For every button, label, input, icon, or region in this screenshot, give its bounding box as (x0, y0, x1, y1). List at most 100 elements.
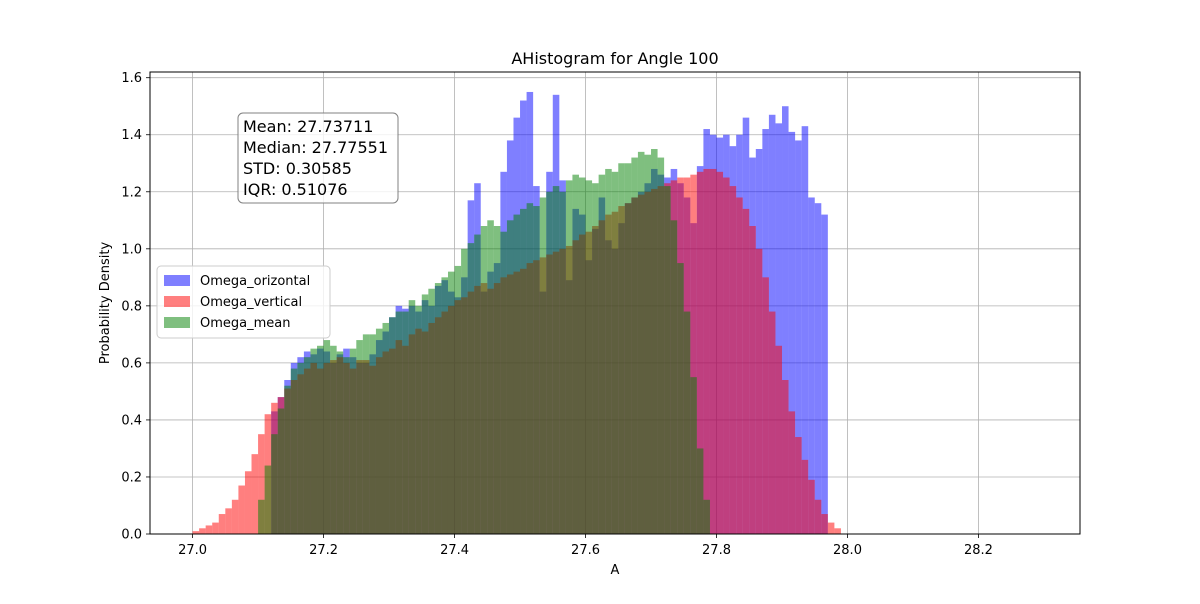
chart-title: AHistogram for Angle 100 (511, 49, 718, 68)
bar-Omega_vertical (795, 437, 802, 534)
bar-Omega_mean (605, 168, 612, 535)
legend-swatch-mean (164, 317, 190, 328)
x-tick-label: 28.2 (964, 543, 993, 558)
bar-Omega_vertical (709, 168, 717, 535)
bar-Omega_mean (375, 328, 383, 534)
ticks-layer: 27.0 27.2 27.4 27.6 27.8 28.0 28.2 0.0 0.2 0.4 0.6… (121, 71, 993, 558)
bar-Omega_vertical (742, 208, 750, 534)
bar-Omega_vertical (768, 311, 776, 534)
bar-Omega_mean (356, 340, 363, 534)
bar-Omega_mean (559, 191, 566, 534)
legend-label-mean: Omega_mean (200, 316, 290, 331)
legend: Omega_orizontal Omega_vertical Omega_mea… (156, 265, 331, 339)
y-tick-label: 1.6 (121, 71, 142, 86)
bar-Omega_mean (506, 220, 514, 534)
bar-Omega_orizontal (814, 203, 822, 534)
bar-Omega_mean (487, 220, 494, 534)
bar-Omega_mean (290, 368, 298, 534)
bar-Omega_orizontal (775, 123, 783, 534)
bar-Omega_mean (297, 362, 304, 534)
bar-Omega_mean (389, 317, 396, 534)
bar-Omega_mean (631, 157, 638, 535)
bar-Omega_vertical (690, 174, 697, 534)
y-tick-label: 0.2 (121, 470, 142, 485)
bar-Omega_orizontal (782, 106, 789, 534)
bar-Omega_vertical (775, 345, 783, 534)
bar-Omega_orizontal (788, 131, 796, 534)
bar-Omega_mean (258, 499, 265, 534)
bar-Omega_vertical (696, 171, 704, 534)
x-tick-label: 27.4 (440, 543, 469, 558)
bar-Omega_mean (323, 340, 331, 534)
y-tick-label: 1.0 (121, 242, 142, 257)
bar-Omega_mean (657, 157, 665, 535)
bar-Omega_vertical (801, 459, 809, 534)
bar-Omega_vertical (238, 485, 245, 534)
bar-Omega_orizontal (821, 214, 828, 534)
bar-Omega_vertical (716, 171, 724, 534)
bar-Omega_mean (690, 377, 697, 534)
bar-Omega_vertical (782, 380, 789, 534)
stats-median: Median: 27.77551 (243, 138, 388, 157)
stats-mean: Mean: 27.73711 (243, 117, 373, 136)
bar-Omega_mean (624, 163, 632, 534)
bar-Omega_mean (703, 499, 710, 534)
legend-label-orizontal: Omega_orizontal (200, 274, 310, 289)
bar-Omega_mean (264, 465, 272, 534)
bar-Omega_mean (644, 154, 652, 534)
bar-Omega_mean (618, 163, 625, 534)
bar-Omega_vertical (225, 508, 232, 534)
bar-Omega_mean (552, 186, 560, 534)
bar-Omega_vertical (703, 168, 710, 535)
bar-Omega_mean (493, 226, 501, 534)
bar-Omega_orizontal (801, 126, 809, 535)
bar-Omega_mean (447, 271, 455, 534)
bar-Omega_mean (408, 300, 416, 534)
bar-Omega_mean (585, 180, 593, 535)
bar-Omega_mean (310, 348, 318, 534)
bar-Omega_vertical (808, 479, 815, 534)
x-tick-label: 27.8 (702, 543, 731, 558)
bar-Omega_mean (303, 357, 311, 534)
stats-box: Mean: 27.73711 Median: 27.77551 STD: 0.3… (237, 112, 399, 204)
bars-layer (192, 91, 841, 535)
bar-Omega_mean (474, 234, 481, 535)
bar-Omega_vertical (814, 499, 822, 534)
bar-Omega_mean (415, 305, 422, 534)
bar-Omega_vertical (244, 471, 252, 534)
bar-Omega_vertical (205, 525, 213, 534)
bar-Omega_mean (592, 183, 599, 534)
bar-Omega_mean (349, 348, 357, 534)
bar-Omega_mean (500, 231, 507, 534)
bar-Omega_mean (611, 171, 619, 534)
bar-Omega_vertical (736, 197, 743, 534)
bar-Omega_mean (461, 248, 468, 534)
bar-Omega_mean (441, 277, 448, 534)
bar-Omega_mean (421, 294, 429, 534)
series-Omega_mean (258, 149, 710, 535)
bar-Omega_vertical (762, 277, 769, 534)
bar-Omega_mean (526, 203, 534, 534)
bar-Omega_mean (434, 283, 442, 534)
legend-frame (156, 265, 331, 339)
bar-Omega_mean (362, 334, 370, 534)
bar-Omega_mean (428, 288, 435, 534)
bar-Omega_vertical (258, 434, 265, 534)
bar-Omega_vertical (199, 528, 206, 534)
bar-Omega_mean (637, 151, 645, 534)
legend-swatch-vertical (164, 296, 190, 307)
bar-Omega_mean (546, 191, 553, 534)
bar-Omega_vertical (729, 186, 737, 534)
bar-Omega_vertical (788, 411, 796, 534)
y-tick-label: 1.2 (121, 185, 142, 200)
bar-Omega_mean (520, 208, 527, 534)
bar-Omega_vertical (827, 522, 835, 534)
legend-swatch-orizontal (164, 275, 190, 286)
plot-area-frame (149, 71, 1081, 535)
y-axis-label: Probability Density (98, 242, 113, 365)
bar-Omega_mean (651, 149, 658, 534)
bar-Omega_mean (395, 311, 403, 534)
bar-Omega_vertical (834, 528, 841, 534)
